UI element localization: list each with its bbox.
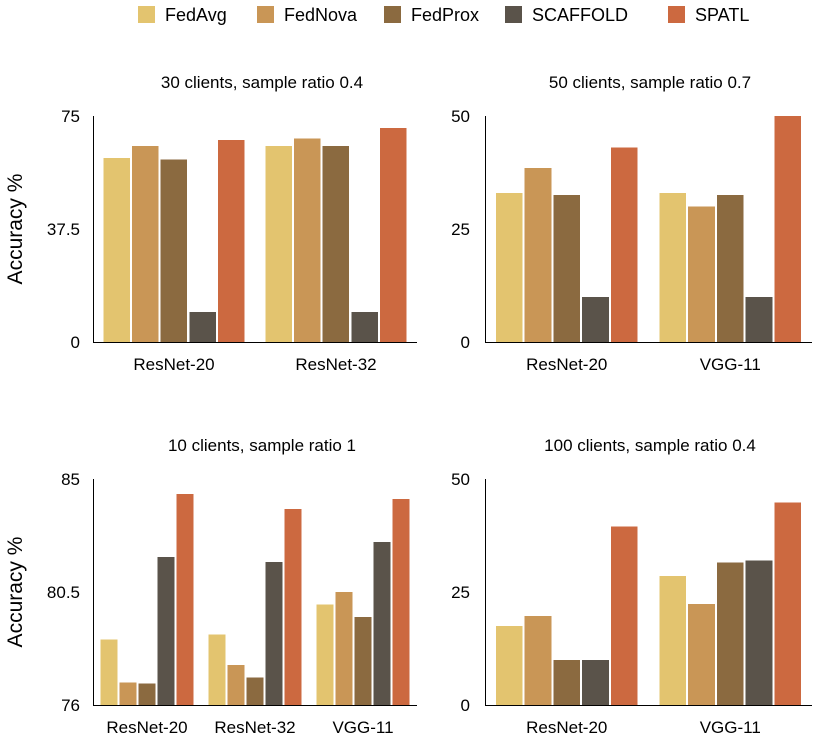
bar-fedavg-resnet-20 bbox=[495, 192, 523, 342]
bar-scaffold-vgg-11 bbox=[745, 296, 773, 342]
y-tick-label: 76 bbox=[61, 696, 80, 715]
x-tick-label: ResNet-32 bbox=[295, 355, 376, 374]
legend-label-fednova: FedNova bbox=[284, 5, 358, 25]
bar-scaffold-resnet-20 bbox=[582, 659, 609, 705]
bar-fedprox-resnet-32 bbox=[246, 677, 264, 705]
bar-fedprox-vgg-11 bbox=[716, 195, 744, 342]
bar-scaffold-resnet-20 bbox=[582, 296, 609, 342]
bar-fednova-vgg-11 bbox=[688, 206, 715, 342]
bar-fedprox-resnet-20 bbox=[553, 195, 581, 342]
bar-fednova-resnet-32 bbox=[227, 664, 245, 705]
bar-fednova-resnet-20 bbox=[524, 168, 552, 342]
x-tick-label: ResNet-20 bbox=[133, 355, 214, 374]
legend: FedAvg FedNova FedProx SCAFFOLD SPATL bbox=[138, 5, 749, 25]
bar-scaffold-resnet-20 bbox=[157, 556, 175, 705]
bar-fednova-resnet-20 bbox=[524, 616, 552, 705]
bar-spatl-vgg-11 bbox=[774, 116, 802, 342]
x-tick-label: ResNet-20 bbox=[526, 718, 607, 737]
bar-fedprox-resnet-32 bbox=[322, 146, 350, 342]
bar-fedavg-resnet-20 bbox=[495, 625, 523, 705]
bar-fedprox-vgg-11 bbox=[716, 562, 744, 705]
bar-spatl-resnet-20 bbox=[610, 526, 638, 705]
bar-fedavg-vgg-11 bbox=[659, 576, 687, 705]
y-axis-label: Accuracy % bbox=[4, 537, 27, 648]
bar-fedprox-resnet-20 bbox=[553, 659, 581, 705]
y-tick-label: 0 bbox=[461, 333, 470, 352]
legend-swatch-scaffold bbox=[505, 6, 522, 23]
x-tick-label: VGG-11 bbox=[700, 355, 761, 374]
bar-fedprox-resnet-20 bbox=[138, 683, 156, 705]
legend-swatch-fedavg bbox=[138, 6, 155, 23]
bar-fedavg-resnet-32 bbox=[208, 634, 226, 705]
bar-fednova-vgg-11 bbox=[688, 604, 715, 705]
y-tick-label: 50 bbox=[451, 470, 470, 489]
bar-spatl-resnet-20 bbox=[176, 494, 194, 705]
y-tick-label: 80.5 bbox=[47, 583, 80, 602]
y-axis-label: Accuracy % bbox=[4, 174, 27, 285]
y-tick-label: 85 bbox=[61, 470, 80, 489]
y-tick-label: 25 bbox=[451, 220, 470, 239]
legend-label-fedprox: FedProx bbox=[411, 5, 479, 25]
bar-spatl-vgg-11 bbox=[392, 499, 410, 705]
panel-4: 100 clients, sample ratio 0.4 0 25 50 ResNet… bbox=[451, 436, 812, 737]
y-tick-label: 0 bbox=[71, 333, 80, 352]
y-tick-label: 75 bbox=[61, 107, 80, 126]
chart-title: 30 clients, sample ratio 0.4 bbox=[161, 73, 363, 92]
y-tick-label: 37.5 bbox=[47, 220, 80, 239]
bar-fednova-resnet-20 bbox=[132, 146, 159, 342]
panel-3: 10 clients, sample ratio 1 76 80.5 85 Accura… bbox=[4, 436, 417, 737]
y-tick-label: 0 bbox=[461, 696, 470, 715]
panels: 30 clients, sample ratio 0.4 0 37.5 75 Accur… bbox=[4, 73, 812, 737]
legend-label-fedavg: FedAvg bbox=[165, 5, 227, 25]
bar-spatl-resnet-20 bbox=[610, 147, 638, 342]
bar-fedavg-resnet-20 bbox=[103, 158, 131, 342]
x-tick-label: ResNet-20 bbox=[106, 718, 187, 737]
bar-fednova-vgg-11 bbox=[335, 592, 353, 705]
bar-spatl-resnet-32 bbox=[379, 128, 407, 342]
bar-fedprox-resnet-20 bbox=[160, 159, 188, 342]
bar-spatl-resnet-20 bbox=[217, 140, 245, 342]
y-tick-label: 50 bbox=[451, 107, 470, 126]
bar-fednova-resnet-32 bbox=[294, 138, 321, 342]
x-tick-label: VGG-11 bbox=[332, 718, 393, 737]
panel-2: 50 clients, sample ratio 0.7 0 25 50 ResNet-… bbox=[451, 73, 812, 374]
panel-1: 30 clients, sample ratio 0.4 0 37.5 75 Accur… bbox=[4, 73, 417, 374]
chart-title: 50 clients, sample ratio 0.7 bbox=[549, 73, 751, 92]
y-tick-label: 25 bbox=[451, 583, 470, 602]
chart-title: 100 clients, sample ratio 0.4 bbox=[544, 436, 756, 455]
legend-swatch-spatl bbox=[668, 6, 685, 23]
bar-fedavg-vgg-11 bbox=[316, 604, 334, 705]
bar-fedprox-vgg-11 bbox=[354, 617, 372, 705]
bar-spatl-vgg-11 bbox=[774, 502, 802, 705]
bar-spatl-resnet-32 bbox=[284, 509, 302, 705]
legend-swatch-fednova bbox=[257, 6, 274, 23]
legend-label-spatl: SPATL bbox=[695, 5, 749, 25]
bar-scaffold-vgg-11 bbox=[745, 560, 773, 705]
bar-scaffold-resnet-32 bbox=[351, 311, 378, 342]
legend-label-scaffold: SCAFFOLD bbox=[532, 5, 628, 25]
bar-scaffold-vgg-11 bbox=[373, 541, 391, 705]
chart-title: 10 clients, sample ratio 1 bbox=[168, 436, 356, 455]
x-tick-label: ResNet-32 bbox=[214, 718, 295, 737]
bar-scaffold-resnet-32 bbox=[265, 561, 283, 705]
bar-fedavg-resnet-20 bbox=[100, 639, 118, 705]
bar-scaffold-resnet-20 bbox=[189, 311, 216, 342]
x-tick-label: ResNet-20 bbox=[526, 355, 607, 374]
bar-fedavg-vgg-11 bbox=[659, 192, 687, 342]
x-tick-label: VGG-11 bbox=[700, 718, 761, 737]
legend-swatch-fedprox bbox=[384, 6, 401, 23]
bar-fedavg-resnet-32 bbox=[265, 146, 293, 342]
bar-fednova-resnet-20 bbox=[119, 682, 137, 705]
